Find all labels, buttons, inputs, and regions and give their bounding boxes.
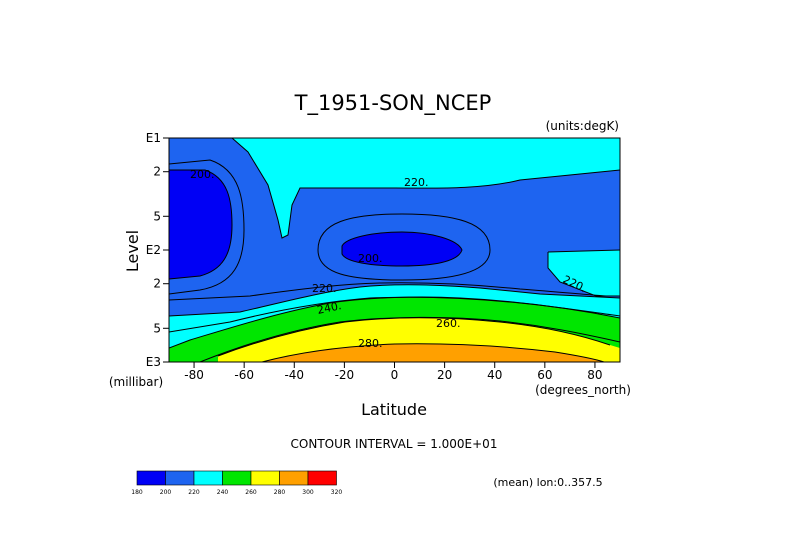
colorbar-swatch bbox=[279, 470, 309, 486]
fill-band-180-200-left bbox=[169, 170, 232, 279]
colorbar-swatch bbox=[165, 470, 195, 486]
contour-line-lower-270 bbox=[217, 317, 611, 357]
contour-label: 280. bbox=[358, 337, 383, 350]
colorbar-swatch bbox=[222, 470, 252, 486]
x-tick-label: -80 bbox=[184, 368, 204, 382]
contour-label: 240. bbox=[316, 299, 343, 317]
y-tick-label: E2 bbox=[146, 243, 161, 257]
contour-line-left-210 bbox=[169, 159, 245, 295]
x-axis: -80 -60 -40 -20 0 20 40 60 80 bbox=[184, 362, 603, 382]
contour-lines bbox=[169, 138, 620, 362]
fill-band-180-200-center bbox=[342, 232, 462, 266]
x-tick-label: 60 bbox=[537, 368, 552, 382]
colorbar-label: 260 bbox=[245, 489, 257, 496]
y-axis-title: Level bbox=[123, 230, 142, 272]
contour-label: 200. bbox=[190, 168, 215, 181]
x-tick-label: -60 bbox=[234, 368, 254, 382]
contour-label: 200. bbox=[358, 252, 383, 265]
colorbar-swatch bbox=[136, 470, 166, 486]
colorbar-label: 180 bbox=[131, 489, 143, 496]
contour-line-center-200 bbox=[341, 231, 463, 267]
y-tick-label: 2 bbox=[153, 165, 161, 179]
y-units-label: (millibar) bbox=[109, 375, 163, 389]
x-tick-label: 40 bbox=[487, 368, 502, 382]
x-tick-label: 80 bbox=[587, 368, 602, 382]
contour-label: 220. bbox=[312, 282, 337, 295]
colorbar-label: 280 bbox=[274, 489, 286, 496]
x-axis-title: Latitude bbox=[361, 400, 427, 419]
units-label: (units:degK) bbox=[546, 119, 619, 133]
contour-line-lower-250 bbox=[169, 296, 620, 349]
y-axis: E1 2 5 E2 2 5 E3 bbox=[146, 131, 169, 369]
colorbar-label: 240 bbox=[217, 489, 229, 496]
x-units-label: (degrees_north) bbox=[535, 383, 631, 397]
colorbar-label: 320 bbox=[331, 489, 343, 496]
contour-line-upper-220 bbox=[231, 138, 620, 239]
contour-label: 260. bbox=[436, 317, 461, 330]
x-tick-label: 0 bbox=[391, 368, 399, 382]
fill-band-220-240-right bbox=[548, 250, 620, 296]
filled-contours: 200. 220. 200. 220. 220. 240. 260. 280. bbox=[169, 138, 620, 362]
plot-area: 200. 220. 200. 220. 220. 240. 260. 280. bbox=[168, 137, 621, 363]
contour-line-lower-280 bbox=[261, 343, 605, 362]
contour-line-center-210 bbox=[317, 213, 491, 281]
colorbar-swatch bbox=[250, 470, 280, 486]
y-tick-label: 2 bbox=[153, 277, 161, 291]
y-tick-label: 5 bbox=[153, 321, 161, 335]
x-tick-label: -20 bbox=[335, 368, 355, 382]
colorbar-label: 300 bbox=[302, 489, 314, 496]
colorbar: 180 200 220 240 260 280 300 320 bbox=[131, 470, 343, 496]
colorbar-swatch bbox=[193, 470, 223, 486]
contour-line-lower-220 bbox=[169, 282, 607, 301]
contour-line-lower-230 bbox=[169, 284, 620, 317]
contour-line-left-200 bbox=[169, 169, 233, 280]
chart-title: T_1951-SON_NCEP bbox=[294, 91, 492, 116]
contour-label: 220. bbox=[404, 176, 429, 189]
mean-note: (mean) lon:0..357.5 bbox=[493, 476, 602, 489]
y-tick-label: 5 bbox=[153, 209, 161, 223]
x-tick-label: -40 bbox=[284, 368, 304, 382]
y-tick-label: E1 bbox=[146, 131, 161, 145]
colorbar-label: 220 bbox=[188, 489, 200, 496]
x-tick-label: 20 bbox=[437, 368, 452, 382]
contour-interval-text: CONTOUR INTERVAL = 1.000E+01 bbox=[291, 437, 498, 451]
colorbar-label: 200 bbox=[160, 489, 172, 496]
colorbar-swatch bbox=[307, 470, 337, 486]
y-tick-label: E3 bbox=[146, 355, 161, 369]
